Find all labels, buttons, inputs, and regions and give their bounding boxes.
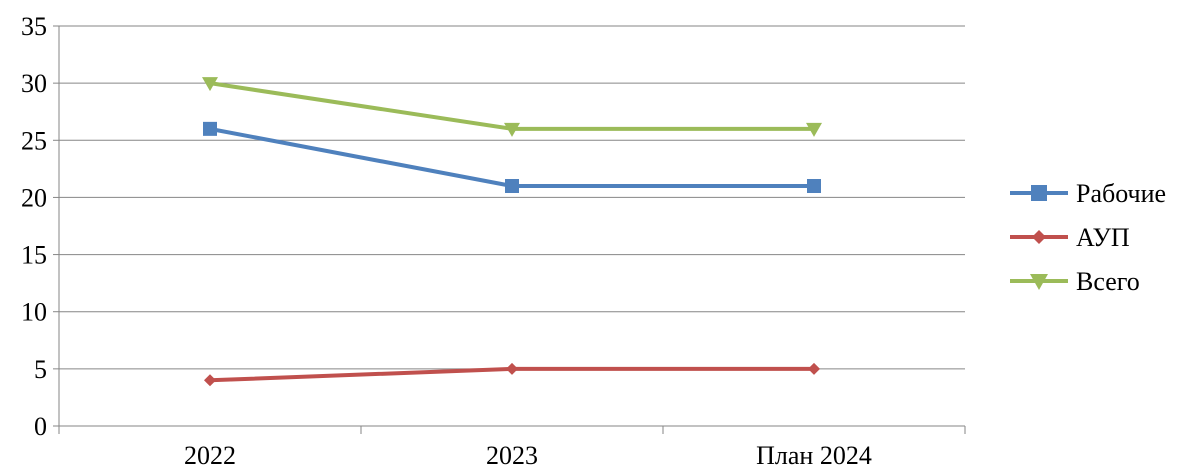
data-point-triangle xyxy=(1030,274,1048,290)
data-point-square xyxy=(1031,185,1047,201)
y-tick-label: 25 xyxy=(21,126,47,155)
data-point-triangle xyxy=(202,77,218,92)
y-tick-label: 30 xyxy=(21,69,47,98)
y-tick-label: 10 xyxy=(21,298,47,327)
y-tick-label: 20 xyxy=(21,183,47,212)
series-line-1 xyxy=(209,126,814,188)
data-point-diamond xyxy=(808,362,820,375)
x-tick-label: План 2024 xyxy=(756,441,872,470)
y-tick-label: 15 xyxy=(21,241,47,270)
y-tick-label: 5 xyxy=(34,355,47,384)
x-tick-label: 2022 xyxy=(184,441,236,470)
data-point-diamond xyxy=(204,374,216,387)
data-point-triangle xyxy=(504,122,520,137)
data-point-square xyxy=(505,179,519,193)
data-point-square xyxy=(203,121,217,136)
y-tick-label: 35 xyxy=(21,12,47,41)
legend-label: Всего xyxy=(1076,267,1140,296)
y-tick-label: 0 xyxy=(34,412,47,441)
series-line-3 xyxy=(209,81,814,131)
series-lines xyxy=(202,77,822,387)
data-point-square xyxy=(807,179,821,193)
gridlines xyxy=(59,25,965,370)
data-point-diamond xyxy=(1032,230,1046,244)
data-point-triangle xyxy=(806,122,822,137)
legend: Рабочие АУП Всего xyxy=(1010,179,1166,296)
legend-label: АУП xyxy=(1076,223,1130,252)
x-tick-label: 2023 xyxy=(486,441,538,470)
data-point-diamond xyxy=(506,362,518,375)
axes: 0 5 10 15 20 25 30 35 2022 2023 План 2024 xyxy=(21,12,966,470)
legend-label: Рабочие xyxy=(1076,179,1166,208)
